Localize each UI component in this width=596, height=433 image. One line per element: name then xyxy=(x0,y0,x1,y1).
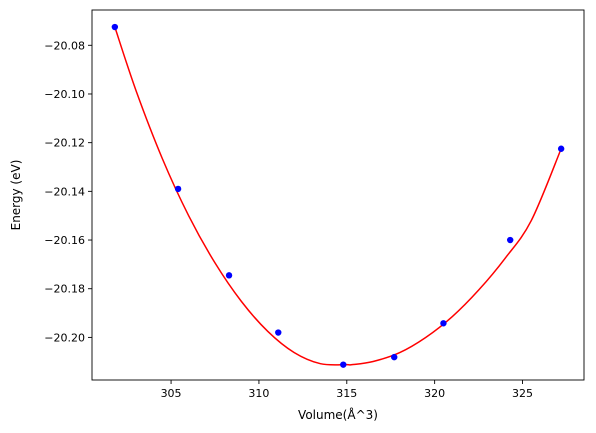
y-tick-label: −20.20 xyxy=(44,331,85,344)
fit-curve xyxy=(114,26,562,366)
plot-content xyxy=(111,23,565,368)
y-tick-label: −20.16 xyxy=(44,234,85,247)
x-tick-label: 315 xyxy=(336,387,357,400)
data-point xyxy=(391,353,398,361)
x-tick-label: 325 xyxy=(512,387,533,400)
data-point xyxy=(111,23,119,31)
x-tick-label: 310 xyxy=(248,387,269,400)
x-axis-label: Volume(Å^3) xyxy=(298,407,378,422)
data-point xyxy=(557,145,565,152)
y-tick-label: −20.10 xyxy=(44,88,85,101)
data-point xyxy=(275,329,282,336)
x-tick-label: 305 xyxy=(161,387,182,400)
y-tick-label: −20.12 xyxy=(44,137,85,150)
data-point xyxy=(507,236,514,244)
y-tick-label: −20.14 xyxy=(44,185,85,198)
y-axis-label: Energy (eV) xyxy=(9,160,23,231)
y-tick-label: −20.18 xyxy=(44,283,85,296)
data-point xyxy=(225,272,233,279)
x-tick-label: 320 xyxy=(424,387,445,400)
y-axis: −20.08 −20.10 −20.12 −20.14 −20.16 −20.18 −20.… xyxy=(44,39,92,344)
data-point xyxy=(440,320,447,327)
data-point xyxy=(174,185,182,193)
plot-frame xyxy=(91,9,585,381)
x-axis: 305 310 315 320 325 xyxy=(161,380,533,400)
y-tick-label: −20.08 xyxy=(44,39,85,52)
data-point xyxy=(340,361,347,368)
